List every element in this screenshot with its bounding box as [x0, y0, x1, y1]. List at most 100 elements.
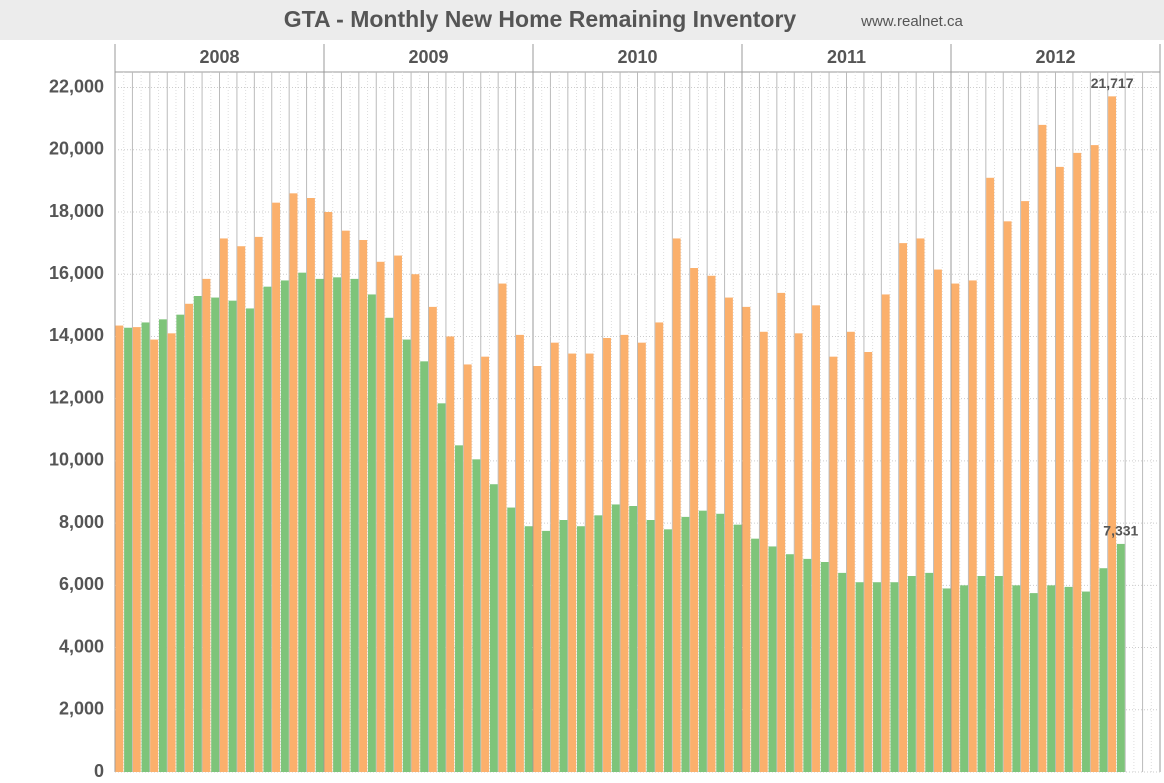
- y-tick-label: 0: [94, 761, 104, 781]
- bar: [219, 238, 228, 772]
- bar: [707, 275, 716, 772]
- bar: [611, 504, 620, 772]
- y-tick-label: 8,000: [59, 512, 104, 532]
- bar: [890, 582, 899, 772]
- y-tick-label: 20,000: [49, 139, 104, 159]
- year-label: 2012: [1035, 47, 1075, 67]
- bar: [193, 296, 202, 772]
- bar: [524, 526, 533, 772]
- bar: [864, 352, 873, 772]
- bar: [1064, 586, 1073, 772]
- bar: [977, 576, 986, 772]
- bar: [812, 305, 820, 772]
- bar: [951, 283, 960, 772]
- bar: [315, 278, 324, 772]
- data-label: 21,717: [1091, 75, 1134, 91]
- bar: [846, 331, 855, 772]
- bar: [733, 524, 742, 772]
- bar: [820, 562, 829, 772]
- data-label: 7,331: [1103, 523, 1138, 539]
- bar: [542, 530, 551, 772]
- bar: [829, 356, 838, 772]
- bar: [202, 278, 211, 772]
- bar: [594, 515, 603, 772]
- bar: [385, 317, 394, 772]
- bar: [942, 588, 951, 772]
- bar: [411, 274, 420, 772]
- bar: [1047, 585, 1056, 772]
- bar: [1038, 124, 1047, 772]
- bar: [298, 272, 307, 772]
- y-tick-label: 18,000: [49, 201, 104, 221]
- bar: [1021, 201, 1029, 773]
- bar: [272, 202, 281, 772]
- bar: [402, 339, 411, 772]
- bar: [280, 280, 289, 772]
- title-band: [0, 0, 1164, 40]
- bar: [228, 300, 237, 772]
- bar: [158, 319, 167, 772]
- bar: [515, 334, 524, 772]
- bar: [646, 520, 655, 772]
- bar: [968, 280, 977, 772]
- bar: [246, 308, 254, 772]
- bar: [664, 529, 672, 772]
- bar: [690, 268, 699, 772]
- bar: [698, 510, 707, 772]
- bar: [394, 255, 402, 773]
- y-tick-label: 14,000: [49, 325, 104, 345]
- bar: [350, 278, 359, 772]
- bar: [777, 292, 786, 772]
- bar: [428, 306, 437, 772]
- bar: [455, 445, 463, 772]
- bar: [855, 582, 864, 772]
- bar: [759, 331, 768, 772]
- bar: [472, 459, 481, 772]
- bar: [263, 286, 272, 772]
- bar: [742, 306, 751, 772]
- bar: [785, 554, 794, 772]
- bar: [925, 572, 934, 772]
- bar: [420, 361, 429, 772]
- bar: [803, 558, 812, 772]
- bar: [933, 269, 942, 772]
- bar: [1090, 145, 1099, 773]
- bar: [881, 294, 890, 772]
- year-label: 2011: [827, 47, 866, 67]
- bar: [916, 238, 925, 772]
- bar: [899, 243, 908, 773]
- bar: [838, 572, 847, 772]
- y-tick-label: 2,000: [59, 699, 104, 719]
- bar: [907, 576, 916, 772]
- bar: [1099, 568, 1108, 772]
- bar: [559, 520, 568, 772]
- y-tick-label: 4,000: [59, 636, 104, 656]
- bar: [655, 322, 664, 772]
- bar: [576, 526, 585, 772]
- bar: [986, 177, 995, 772]
- bar: [1029, 593, 1038, 772]
- bar: [794, 333, 803, 772]
- y-tick-label: 10,000: [49, 450, 104, 470]
- bar: [376, 261, 385, 772]
- bar: [115, 325, 124, 772]
- bar: [141, 322, 150, 772]
- bar: [637, 342, 646, 772]
- bar: [629, 506, 638, 772]
- bar: [550, 342, 559, 772]
- bar: [176, 314, 185, 772]
- year-label: 2010: [617, 47, 657, 67]
- bar: [211, 297, 220, 772]
- bar: [481, 356, 490, 772]
- bar: [585, 353, 594, 772]
- bar: [716, 513, 725, 772]
- y-tick-label: 6,000: [59, 574, 104, 594]
- y-tick-label: 16,000: [49, 263, 104, 283]
- year-label: 2008: [199, 47, 239, 67]
- bar: [324, 212, 333, 772]
- bar: [167, 333, 176, 772]
- bar: [185, 303, 193, 772]
- bar: [254, 236, 263, 772]
- bar: [367, 294, 376, 772]
- bar: [1108, 96, 1117, 773]
